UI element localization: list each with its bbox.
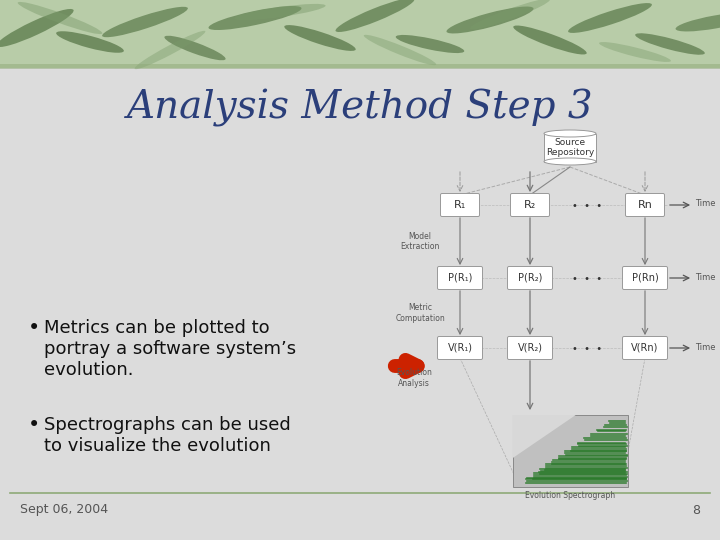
- Ellipse shape: [18, 2, 102, 34]
- Ellipse shape: [470, 0, 550, 29]
- Polygon shape: [513, 415, 576, 458]
- Text: •  •  •: • • •: [572, 344, 603, 354]
- Text: R₁: R₁: [454, 200, 466, 210]
- FancyBboxPatch shape: [438, 267, 482, 289]
- Ellipse shape: [635, 33, 705, 55]
- Text: P(Rn): P(Rn): [631, 273, 658, 283]
- Text: Spectrographs can be used
to visualize the evolution: Spectrographs can be used to visualize t…: [44, 416, 291, 455]
- Text: V(Rn): V(Rn): [631, 343, 659, 353]
- Text: •  •  •: • • •: [572, 201, 603, 211]
- Text: V(R₁): V(R₁): [448, 343, 472, 353]
- Text: Time: Time: [695, 342, 716, 352]
- FancyBboxPatch shape: [508, 267, 552, 289]
- Text: Metrics can be plotted to
portray a software system’s
evolution.: Metrics can be plotted to portray a soft…: [44, 319, 296, 379]
- Text: Evolution Spectrograph: Evolution Spectrograph: [525, 490, 615, 500]
- Text: Time: Time: [695, 273, 716, 281]
- Ellipse shape: [544, 130, 596, 137]
- Ellipse shape: [284, 25, 356, 51]
- Text: Source
Repository: Source Repository: [546, 138, 594, 157]
- Text: Evolution
Analysis: Evolution Analysis: [396, 368, 432, 388]
- Text: Analysis Method Step 3: Analysis Method Step 3: [127, 89, 593, 127]
- Ellipse shape: [102, 7, 188, 37]
- FancyBboxPatch shape: [623, 336, 667, 360]
- Text: R₂: R₂: [524, 200, 536, 210]
- FancyBboxPatch shape: [626, 193, 665, 217]
- Ellipse shape: [675, 12, 720, 31]
- Text: •: •: [28, 318, 40, 338]
- FancyBboxPatch shape: [438, 336, 482, 360]
- Ellipse shape: [396, 35, 464, 53]
- FancyBboxPatch shape: [508, 336, 552, 360]
- Ellipse shape: [364, 35, 436, 65]
- Ellipse shape: [446, 6, 534, 33]
- Ellipse shape: [336, 0, 415, 32]
- Text: Metric
Computation: Metric Computation: [395, 303, 445, 323]
- Text: 8: 8: [692, 503, 700, 516]
- Bar: [0, 0, 720, 68]
- Ellipse shape: [513, 25, 587, 55]
- Ellipse shape: [56, 31, 124, 53]
- Ellipse shape: [599, 42, 671, 62]
- FancyBboxPatch shape: [441, 193, 480, 217]
- Text: Rn: Rn: [638, 200, 652, 210]
- Ellipse shape: [235, 4, 325, 20]
- FancyBboxPatch shape: [623, 267, 667, 289]
- Ellipse shape: [568, 3, 652, 33]
- Text: P(R₁): P(R₁): [448, 273, 472, 283]
- FancyBboxPatch shape: [510, 193, 549, 217]
- Ellipse shape: [164, 36, 225, 60]
- Text: •  •  •: • • •: [572, 274, 603, 284]
- Bar: [544, 133, 596, 161]
- Ellipse shape: [544, 158, 596, 165]
- Ellipse shape: [209, 6, 302, 30]
- Bar: [0, 64, 720, 69]
- Text: P(R₂): P(R₂): [518, 273, 542, 283]
- Ellipse shape: [135, 31, 205, 69]
- Text: Sept 06, 2004: Sept 06, 2004: [20, 503, 108, 516]
- Text: V(R₂): V(R₂): [518, 343, 542, 353]
- Text: •: •: [28, 415, 40, 435]
- Text: Model
Extraction: Model Extraction: [400, 232, 440, 251]
- Text: Time: Time: [695, 199, 716, 208]
- Bar: [513, 415, 628, 487]
- Ellipse shape: [0, 9, 73, 47]
